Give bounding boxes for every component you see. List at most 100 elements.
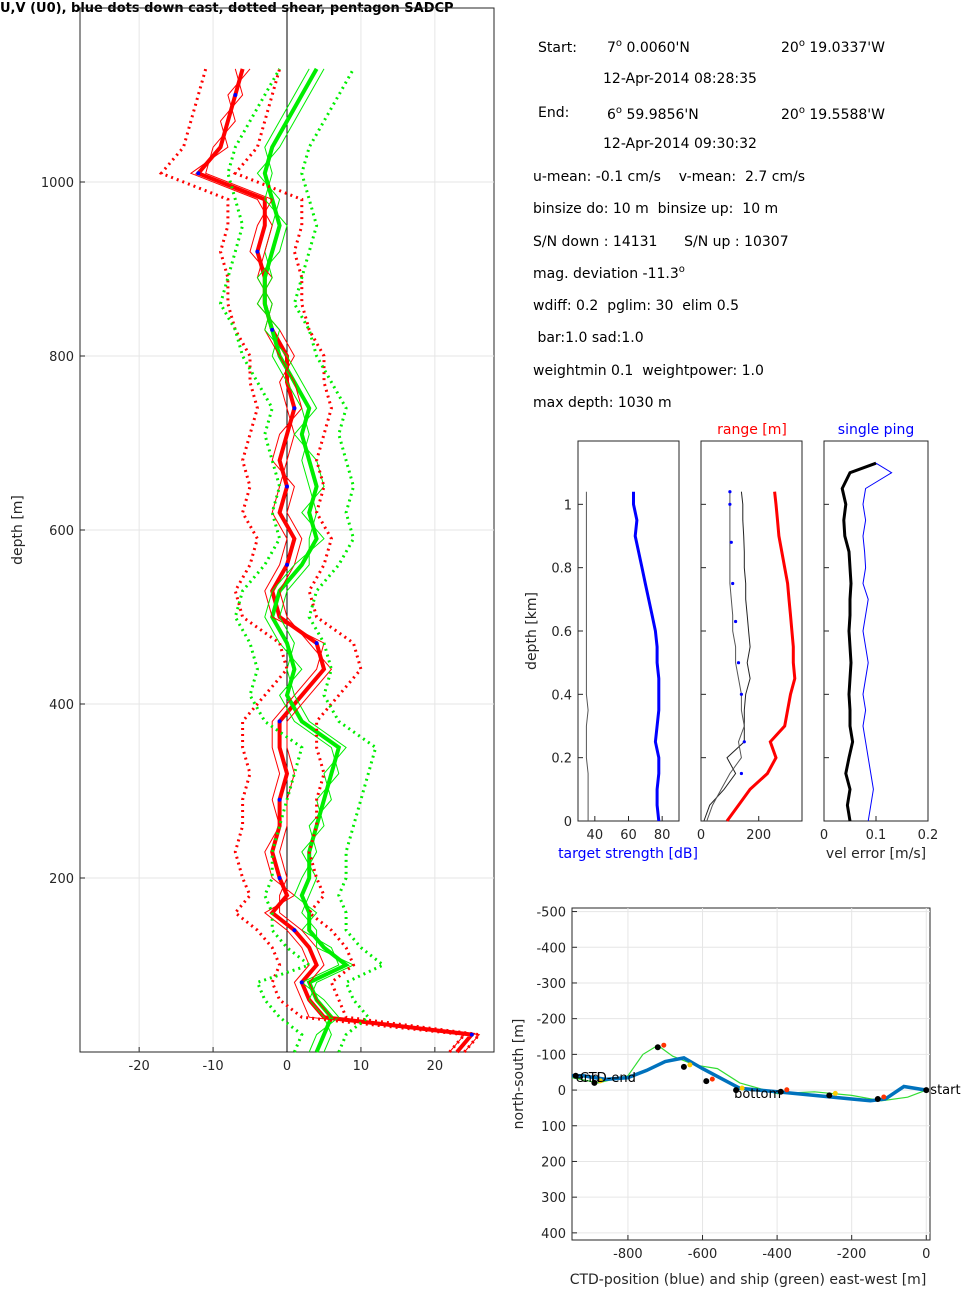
velocity_profile-ytick-label: 400 xyxy=(49,698,74,713)
ts-ylabel: depth [km] xyxy=(524,592,540,670)
params-weight: weightmin 0.1 weightpower: 1.0 xyxy=(533,363,764,379)
position-marker-color xyxy=(709,1076,715,1082)
v-profile-cast xyxy=(256,68,347,1053)
velocity_profile-xtick-label: 10 xyxy=(353,1059,370,1074)
position-ytick-label: -400 xyxy=(536,941,566,956)
mag-deviation-text: mag. deviation -11.3 xyxy=(533,266,679,282)
position-axes: CTD-position (blue) and ship (green) eas… xyxy=(511,906,961,1288)
target-strength-axes: target strength [dB] depth [km] 40 60 80 0 0… xyxy=(524,440,698,862)
target_strength-xtick-label: 40 xyxy=(587,828,604,843)
vel_error-xtick-label: 0.1 xyxy=(866,828,887,843)
range-point xyxy=(728,502,732,506)
serial-numbers: S/N down : 14131 S/N up : 10307 xyxy=(533,234,789,250)
position-xtick-label: -200 xyxy=(837,1247,867,1262)
target_strength-xtick-label: 80 xyxy=(654,828,671,843)
target-strength-line xyxy=(632,491,661,822)
target_strength-ytick-label: 0.2 xyxy=(551,752,572,767)
position-label: end xyxy=(576,1071,601,1086)
position-marker-color xyxy=(881,1094,887,1100)
target_strength-ytick-label: 1 xyxy=(564,498,572,513)
velocity_profile-xtick-label: -10 xyxy=(202,1059,223,1074)
position-marker xyxy=(703,1078,710,1085)
binsize: binsize do: 10 m binsize up: 10 m xyxy=(533,201,779,217)
position-ylabel: north-south [m] xyxy=(511,1019,527,1130)
single-ping-line xyxy=(862,462,893,822)
vel_error-xtick-label: 0 xyxy=(820,828,828,843)
start-lon: 20o 19.0337'W xyxy=(781,38,885,56)
position-ytick-label: 0 xyxy=(558,1084,566,1099)
position-marker xyxy=(680,1063,687,1070)
range-point xyxy=(729,540,733,544)
target-strength-noise-line xyxy=(585,491,589,821)
position-xtick-label: 0 xyxy=(922,1247,930,1262)
down-cast-dot xyxy=(196,171,201,176)
position-xtick-label: -600 xyxy=(688,1247,718,1262)
down-cast-dot xyxy=(292,928,297,933)
down-cast-dot xyxy=(255,249,260,254)
range-point xyxy=(736,661,741,665)
range-black-line xyxy=(703,491,751,822)
down-cast-dot xyxy=(233,93,238,97)
position-marker-color xyxy=(597,1078,603,1084)
range-point xyxy=(739,692,744,696)
start-lon-deg: 20 xyxy=(781,40,799,56)
down-cast-dot xyxy=(292,406,297,411)
range-point xyxy=(728,490,732,494)
position-marker-color xyxy=(832,1090,838,1096)
range-axes: range [m] 0 200 xyxy=(697,422,803,843)
target_strength-ytick-label: 0.6 xyxy=(551,625,572,640)
target_strength-ytick-label: 0 xyxy=(564,815,572,830)
range-gray-line xyxy=(706,491,745,822)
u-shear-upper xyxy=(232,68,483,1053)
start-lon-min: 19.0337'W xyxy=(804,40,885,56)
velocity_profile-xtick-label: 0 xyxy=(283,1059,291,1074)
mag-deviation: mag. deviation -11.3o xyxy=(533,264,685,282)
end-label: End: xyxy=(538,105,570,121)
end-lon-min: 19.5588'W xyxy=(804,107,885,123)
u-profile-cast xyxy=(189,68,481,1053)
velocity_profile-xtick-label: -20 xyxy=(129,1059,150,1074)
start-time: 12-Apr-2014 08:28:35 xyxy=(603,71,757,87)
down-cast-dot xyxy=(277,876,282,880)
position-marker-color xyxy=(661,1042,667,1048)
degree-symbol: o xyxy=(615,38,623,49)
degree-symbol: o xyxy=(798,105,805,116)
u-profile-cast xyxy=(205,68,466,1053)
params-wdiff: wdiff: 0.2 pglim: 30 elim 0.5 xyxy=(533,298,740,314)
v-profile xyxy=(262,67,350,1053)
mean-velocity: u-mean: -0.1 cm/s v-mean: 2.7 cm/s xyxy=(533,169,806,185)
range-point xyxy=(739,771,744,776)
position-label: CTD-end xyxy=(580,1071,636,1086)
degree-symbol: o xyxy=(615,105,623,116)
ts-xlabel: target strength [dB] xyxy=(558,846,698,862)
velocity_profile-ytick-label: 800 xyxy=(49,350,74,365)
end-lon-deg: 20 xyxy=(781,107,799,123)
position-xtick-label: -400 xyxy=(762,1247,792,1262)
position-marker xyxy=(874,1096,881,1102)
v-profile-cast xyxy=(256,68,355,1053)
down-cast-dot xyxy=(285,562,289,567)
down-cast-dot xyxy=(285,484,289,489)
position-ytick-label: -200 xyxy=(536,1013,566,1028)
position-ytick-label: 300 xyxy=(541,1191,566,1206)
position-label: start xyxy=(930,1083,960,1098)
velocity_profile-ytick-label: 1000 xyxy=(41,176,74,191)
target_strength-xtick-label: 60 xyxy=(620,828,637,843)
down-cast-dot xyxy=(277,797,282,802)
position-ytick-label: -500 xyxy=(536,906,566,921)
velocity-profile-axes: depth [m] -20 -10 0 10 20 200 400 600 800 1000 xyxy=(10,7,495,1074)
range-point xyxy=(731,581,735,586)
range-xtick-label: 0 xyxy=(697,828,705,843)
start-lat-deg: 7 xyxy=(607,40,616,56)
position-ytick-label: -300 xyxy=(536,977,566,992)
start-lat-min: 0.0060'N xyxy=(622,40,690,56)
position-marker xyxy=(923,1087,930,1094)
position-marker xyxy=(733,1087,740,1094)
position-label: bottom xyxy=(734,1087,781,1102)
vel-error-xlabel: vel error [m/s] xyxy=(826,846,926,862)
position-marker-color xyxy=(784,1087,790,1093)
range-title: range [m] xyxy=(717,422,787,438)
range-point xyxy=(734,619,738,624)
position-marker xyxy=(591,1079,598,1086)
params-bar: bar:1.0 sad:1.0 xyxy=(533,330,644,346)
